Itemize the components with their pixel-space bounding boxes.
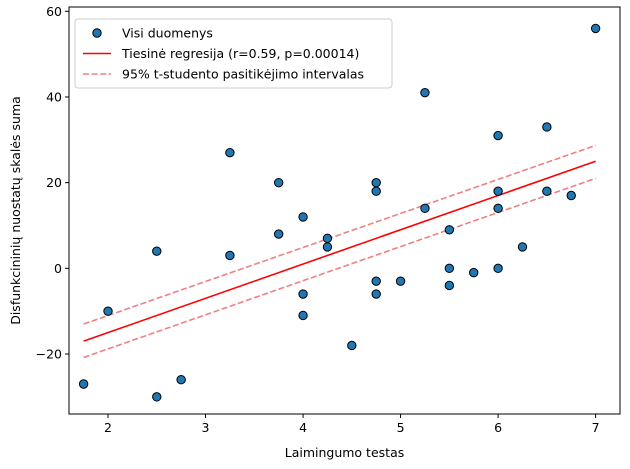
legend-label: Visi duomenys xyxy=(122,26,213,41)
data-point xyxy=(371,177,381,188)
data-point xyxy=(322,233,333,244)
data-point xyxy=(444,263,455,274)
data-point xyxy=(298,289,308,299)
y-axis-label: Disfunkcininių nuostatų skalės suma xyxy=(8,96,23,325)
data-point xyxy=(444,280,455,291)
data-point xyxy=(371,276,381,286)
confidence-interval-line xyxy=(83,177,596,359)
data-point xyxy=(493,186,503,196)
y-tick-label: 40 xyxy=(46,89,62,104)
data-point xyxy=(420,203,430,214)
data-point xyxy=(225,147,235,158)
data-point xyxy=(298,310,308,321)
data-point xyxy=(493,263,503,274)
data-point xyxy=(103,306,113,316)
x-tick-label: 6 xyxy=(494,420,502,435)
data-point xyxy=(78,379,89,389)
axes: 2 3 4 5 6 7 −20 0 20 40 60 xyxy=(36,4,621,435)
plot-frame xyxy=(68,6,621,415)
data-point xyxy=(493,203,503,214)
data-point xyxy=(371,289,381,299)
data-point xyxy=(273,177,284,188)
x-tick-label: 3 xyxy=(202,420,210,435)
data-point xyxy=(444,225,455,235)
data-point xyxy=(566,190,576,201)
data-point xyxy=(322,242,333,252)
data-point xyxy=(298,212,308,222)
data-point xyxy=(395,276,406,286)
data-point xyxy=(371,186,381,196)
x-axis-label: Laimingumo testas xyxy=(285,445,405,460)
x-tick-label: 7 xyxy=(592,420,600,435)
x-tick-label: 4 xyxy=(299,420,307,435)
data-point xyxy=(542,122,552,132)
x-tick-label: 2 xyxy=(104,420,112,435)
y-tick-label: 60 xyxy=(46,4,62,19)
legend: Visi duomenys Tiesinė regresija (r=0.59, … xyxy=(74,18,393,89)
data-point xyxy=(273,229,284,239)
data-point xyxy=(542,186,552,196)
data-point xyxy=(152,246,162,256)
data-point xyxy=(225,250,235,261)
data-point xyxy=(152,392,162,402)
confidence-interval-line xyxy=(83,144,596,325)
data-point xyxy=(469,267,479,278)
x-tick-label: 5 xyxy=(397,420,405,435)
plot-content xyxy=(78,23,601,402)
data-point xyxy=(420,87,430,98)
data-point xyxy=(590,23,601,34)
data-point xyxy=(176,375,186,385)
legend-label: Tiesinė regresija (r=0.59, p=0.00014) xyxy=(121,46,359,61)
y-tick-label: 20 xyxy=(46,175,62,190)
y-tick-label: −20 xyxy=(36,347,62,362)
data-point xyxy=(493,130,503,141)
legend-label: 95% t-studento pasitikėjimo intervalas xyxy=(122,67,364,82)
y-tick-label: 0 xyxy=(54,261,62,276)
data-point xyxy=(347,340,357,351)
regression-line xyxy=(83,160,596,342)
plot-area xyxy=(78,23,601,402)
legend-marker-point xyxy=(92,28,102,38)
legend-box xyxy=(74,18,393,89)
data-point xyxy=(517,242,528,252)
